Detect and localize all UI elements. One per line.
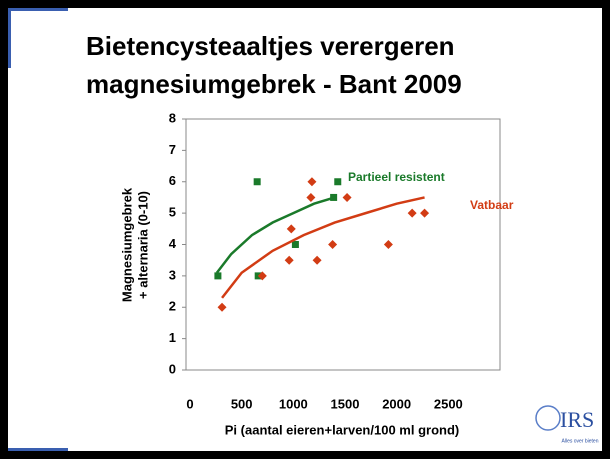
x-axis-label: Pi (aantal eieren+larven/100 ml grond) xyxy=(225,422,459,437)
point xyxy=(312,255,322,265)
point xyxy=(420,208,430,218)
logo-text: IRS xyxy=(560,407,594,432)
y-tick-label: 2 xyxy=(169,299,176,314)
point xyxy=(291,241,299,248)
series-label: Partieel resistent xyxy=(348,170,445,184)
point xyxy=(334,178,342,186)
x-tick-label: 500 xyxy=(231,396,253,411)
point xyxy=(383,240,393,249)
y-tick-label: 4 xyxy=(169,236,177,251)
accent-top xyxy=(8,8,68,11)
point xyxy=(214,272,222,280)
y-tick-label: 3 xyxy=(169,267,176,282)
y-axis-label: + alternaria (0-10) xyxy=(135,191,150,299)
y-axis-label: Magnesiumgebrek xyxy=(119,187,134,302)
x-tick-label: 2500 xyxy=(434,396,463,411)
title-line: magnesiumgebrek - Bant 2009 xyxy=(86,69,462,99)
point xyxy=(286,224,296,234)
point xyxy=(328,240,338,249)
trend-line xyxy=(221,196,425,299)
series-label: Vatbaar xyxy=(470,198,514,212)
y-tick-label: 0 xyxy=(169,361,176,376)
point xyxy=(342,192,352,202)
point xyxy=(284,255,294,265)
x-tick-label: 2000 xyxy=(382,396,411,411)
y-tick-label: 6 xyxy=(169,173,176,188)
y-tick-label: 8 xyxy=(169,110,176,125)
point xyxy=(217,302,227,312)
point xyxy=(407,208,417,218)
x-tick-label: 1000 xyxy=(279,396,308,411)
point xyxy=(330,193,338,201)
point xyxy=(257,271,267,281)
y-tick-label: 5 xyxy=(169,205,176,220)
y-tick-label: 7 xyxy=(169,142,176,157)
x-tick-label: 1500 xyxy=(331,396,360,411)
trend-line xyxy=(215,196,336,274)
accent-bottom xyxy=(8,448,68,451)
logo-tagline: Alles over bieten xyxy=(562,438,599,444)
logo: IRS Alles over bieten xyxy=(535,405,599,444)
accent-left-top xyxy=(8,8,11,68)
y-tick-label: 1 xyxy=(169,330,176,345)
point xyxy=(253,178,261,186)
point xyxy=(306,192,316,202)
x-tick-label: 0 xyxy=(186,396,193,411)
point xyxy=(307,177,317,187)
title-line: Bietencysteaaltjes verergeren xyxy=(86,31,455,61)
logo-icon xyxy=(535,405,561,431)
slide-background xyxy=(8,8,602,451)
